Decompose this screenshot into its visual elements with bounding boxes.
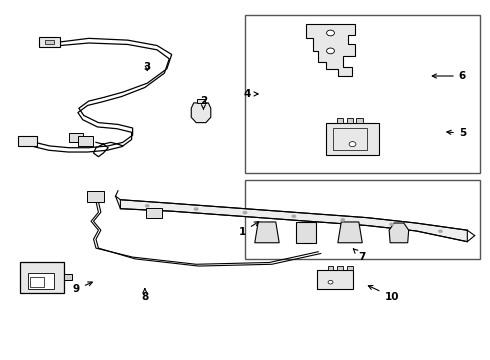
Bar	[69, 133, 83, 142]
Polygon shape	[338, 222, 362, 243]
Circle shape	[328, 280, 333, 284]
Text: 7: 7	[353, 249, 366, 262]
Text: 6: 6	[432, 71, 466, 81]
Circle shape	[327, 30, 334, 36]
Bar	[317, 270, 353, 289]
Text: 1: 1	[239, 222, 259, 237]
Bar	[18, 136, 37, 146]
Bar	[245, 180, 480, 259]
Circle shape	[389, 222, 394, 226]
Circle shape	[327, 48, 334, 54]
Circle shape	[292, 215, 296, 218]
Bar	[146, 208, 162, 218]
Bar	[333, 128, 367, 149]
Circle shape	[349, 141, 356, 147]
Text: 8: 8	[141, 288, 148, 302]
Bar	[87, 192, 104, 202]
Bar	[78, 136, 93, 145]
Bar	[45, 40, 54, 44]
Bar	[64, 274, 72, 280]
Bar	[296, 222, 316, 243]
Polygon shape	[121, 200, 467, 242]
Bar	[326, 123, 379, 155]
Bar	[356, 118, 363, 123]
Bar	[328, 266, 333, 270]
Bar	[27, 273, 54, 289]
Bar	[30, 277, 44, 287]
Bar	[20, 262, 64, 293]
Text: 9: 9	[73, 282, 92, 294]
Text: 3: 3	[144, 62, 151, 72]
Polygon shape	[306, 24, 355, 76]
Text: 5: 5	[447, 129, 466, 138]
Bar	[197, 99, 205, 103]
Polygon shape	[389, 223, 409, 243]
Circle shape	[340, 218, 345, 222]
Bar	[346, 118, 353, 123]
Polygon shape	[191, 103, 211, 123]
Text: 10: 10	[368, 285, 399, 302]
Circle shape	[145, 204, 150, 208]
Circle shape	[243, 211, 247, 215]
Bar	[245, 15, 480, 173]
Bar	[39, 37, 60, 47]
Polygon shape	[255, 222, 279, 243]
Bar	[347, 266, 353, 270]
Text: 2: 2	[200, 96, 207, 109]
Bar	[337, 266, 343, 270]
Bar	[337, 118, 343, 123]
Circle shape	[194, 207, 198, 211]
Text: 4: 4	[244, 89, 258, 99]
Circle shape	[438, 229, 443, 233]
